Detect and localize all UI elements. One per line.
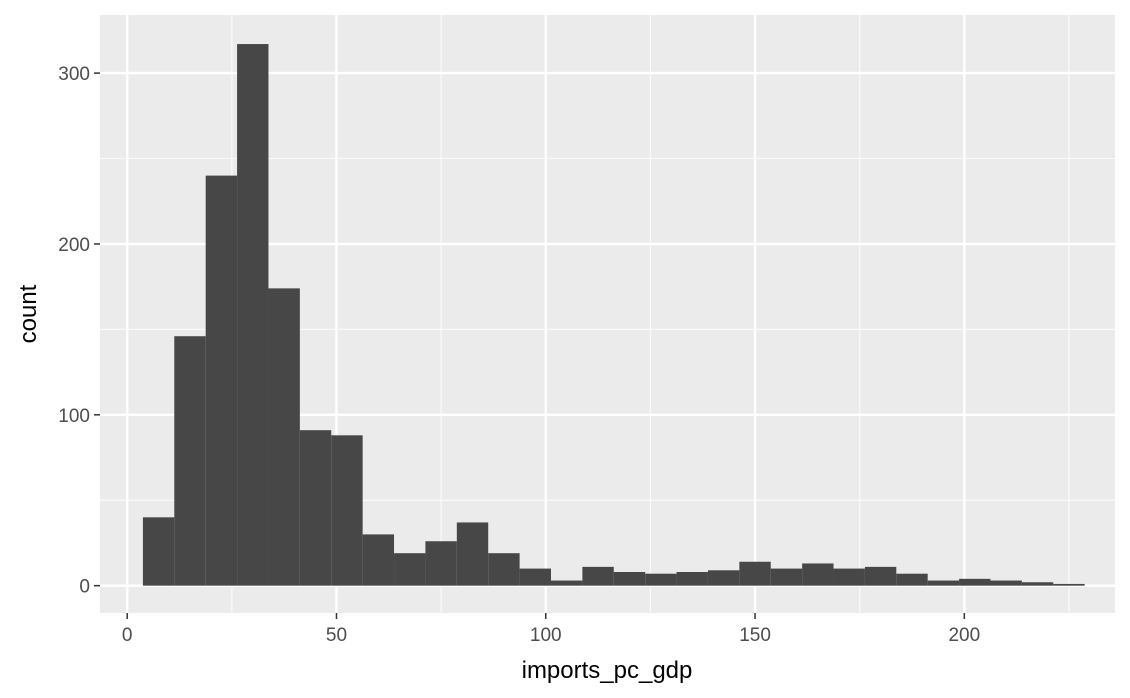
y-axis-title: count — [15, 284, 42, 343]
histogram-bar — [582, 566, 614, 586]
histogram-bar — [425, 541, 457, 586]
histogram-bar — [488, 553, 520, 586]
y-tick-label: 200 — [58, 235, 90, 256]
x-tick-label: 0 — [122, 625, 133, 646]
histogram-bar — [362, 534, 395, 586]
histogram-bars — [142, 44, 1085, 586]
histogram-bar — [550, 580, 583, 586]
histogram-bar — [331, 435, 363, 586]
histogram-bar — [142, 517, 175, 586]
histogram-bar — [990, 580, 1022, 586]
x-axis-title: imports_pc_gdp — [522, 657, 693, 684]
x-tick-label: 150 — [739, 625, 771, 646]
histogram-bar — [927, 580, 960, 586]
histogram-bar — [739, 561, 771, 586]
histogram-bar — [802, 563, 834, 586]
histogram-bar — [833, 568, 865, 586]
histogram-bar — [268, 288, 300, 586]
histogram-bar — [299, 430, 332, 586]
histogram-bar — [896, 573, 928, 586]
histogram-bar — [1053, 583, 1085, 586]
x-axis: 0 50 100 150 200 — [122, 613, 980, 646]
histogram-bar — [613, 571, 646, 586]
histogram-bar — [707, 570, 740, 586]
y-tick-label: 300 — [58, 64, 90, 85]
histogram-bar — [645, 573, 677, 586]
histogram-bar — [959, 578, 991, 586]
histogram-bar — [205, 175, 238, 586]
histogram-bar — [394, 553, 426, 586]
histogram-bar — [770, 568, 803, 586]
histogram-bar — [1021, 582, 1054, 586]
x-tick-label: 50 — [326, 625, 347, 646]
y-axis: 0 100 200 300 — [58, 64, 100, 598]
y-tick-label: 0 — [79, 577, 90, 598]
histogram-bar — [676, 571, 708, 586]
histogram-bar — [456, 522, 489, 586]
histogram-bar — [174, 336, 206, 586]
histogram-bar — [864, 566, 897, 586]
y-tick-label: 100 — [58, 406, 90, 427]
x-tick-label: 100 — [530, 625, 562, 646]
x-tick-label: 200 — [948, 625, 980, 646]
histogram-bar — [519, 568, 551, 586]
histogram-bar — [237, 44, 269, 586]
